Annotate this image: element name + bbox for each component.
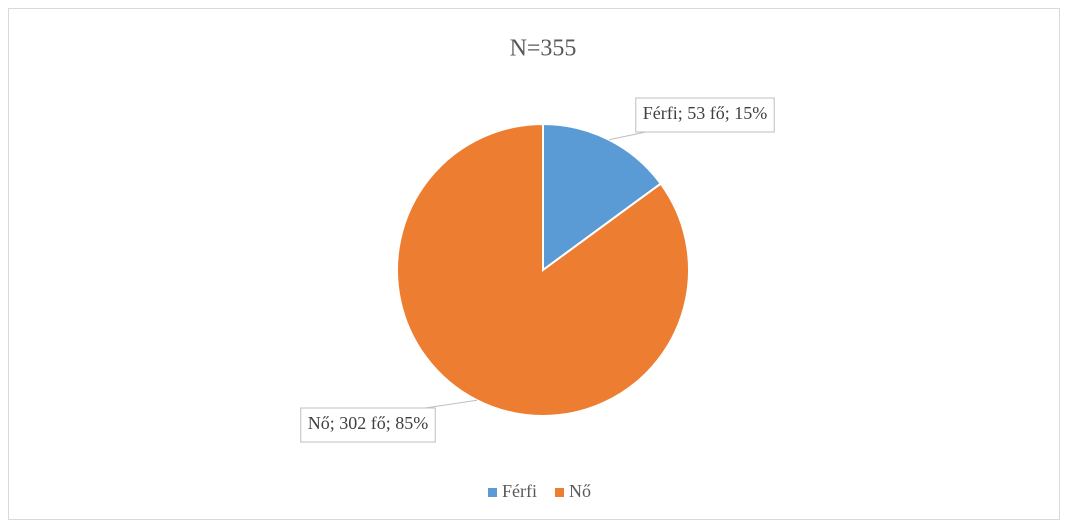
legend-swatch	[488, 488, 497, 497]
legend-swatch	[555, 488, 564, 497]
leader-line	[608, 131, 646, 141]
data-label: Férfi; 53 fő; 15%	[643, 103, 767, 123]
legend-label: Nő	[569, 481, 591, 501]
data-label: Nő; 302 fő; 85%	[308, 413, 429, 433]
data-label-box	[300, 407, 436, 443]
chart-title: N=355	[510, 36, 577, 62]
legend-label: Férfi	[502, 481, 537, 501]
data-label-box	[635, 97, 775, 133]
leader-line	[425, 399, 478, 409]
